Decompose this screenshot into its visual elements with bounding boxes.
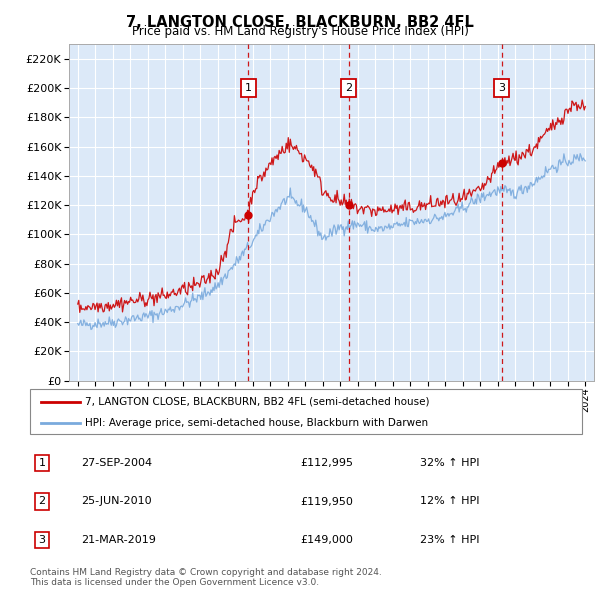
Text: 12% ↑ HPI: 12% ↑ HPI [420,497,479,506]
Text: 32% ↑ HPI: 32% ↑ HPI [420,458,479,468]
Text: £119,950: £119,950 [300,497,353,506]
Text: Price paid vs. HM Land Registry's House Price Index (HPI): Price paid vs. HM Land Registry's House … [131,25,469,38]
Text: 25-JUN-2010: 25-JUN-2010 [81,497,152,506]
Text: 1: 1 [245,83,251,93]
Text: 1: 1 [38,458,46,468]
FancyBboxPatch shape [30,389,582,434]
Text: HPI: Average price, semi-detached house, Blackburn with Darwen: HPI: Average price, semi-detached house,… [85,418,428,428]
Text: 3: 3 [38,535,46,545]
Text: 2: 2 [38,497,46,506]
Text: 3: 3 [498,83,505,93]
Text: £149,000: £149,000 [300,535,353,545]
Text: 2: 2 [345,83,352,93]
Text: Contains HM Land Registry data © Crown copyright and database right 2024.
This d: Contains HM Land Registry data © Crown c… [30,568,382,587]
Text: 7, LANGTON CLOSE, BLACKBURN, BB2 4FL: 7, LANGTON CLOSE, BLACKBURN, BB2 4FL [126,15,474,30]
Text: 27-SEP-2004: 27-SEP-2004 [81,458,152,468]
Text: 23% ↑ HPI: 23% ↑ HPI [420,535,479,545]
Text: 21-MAR-2019: 21-MAR-2019 [81,535,156,545]
Text: £112,995: £112,995 [300,458,353,468]
Text: 7, LANGTON CLOSE, BLACKBURN, BB2 4FL (semi-detached house): 7, LANGTON CLOSE, BLACKBURN, BB2 4FL (se… [85,397,430,407]
